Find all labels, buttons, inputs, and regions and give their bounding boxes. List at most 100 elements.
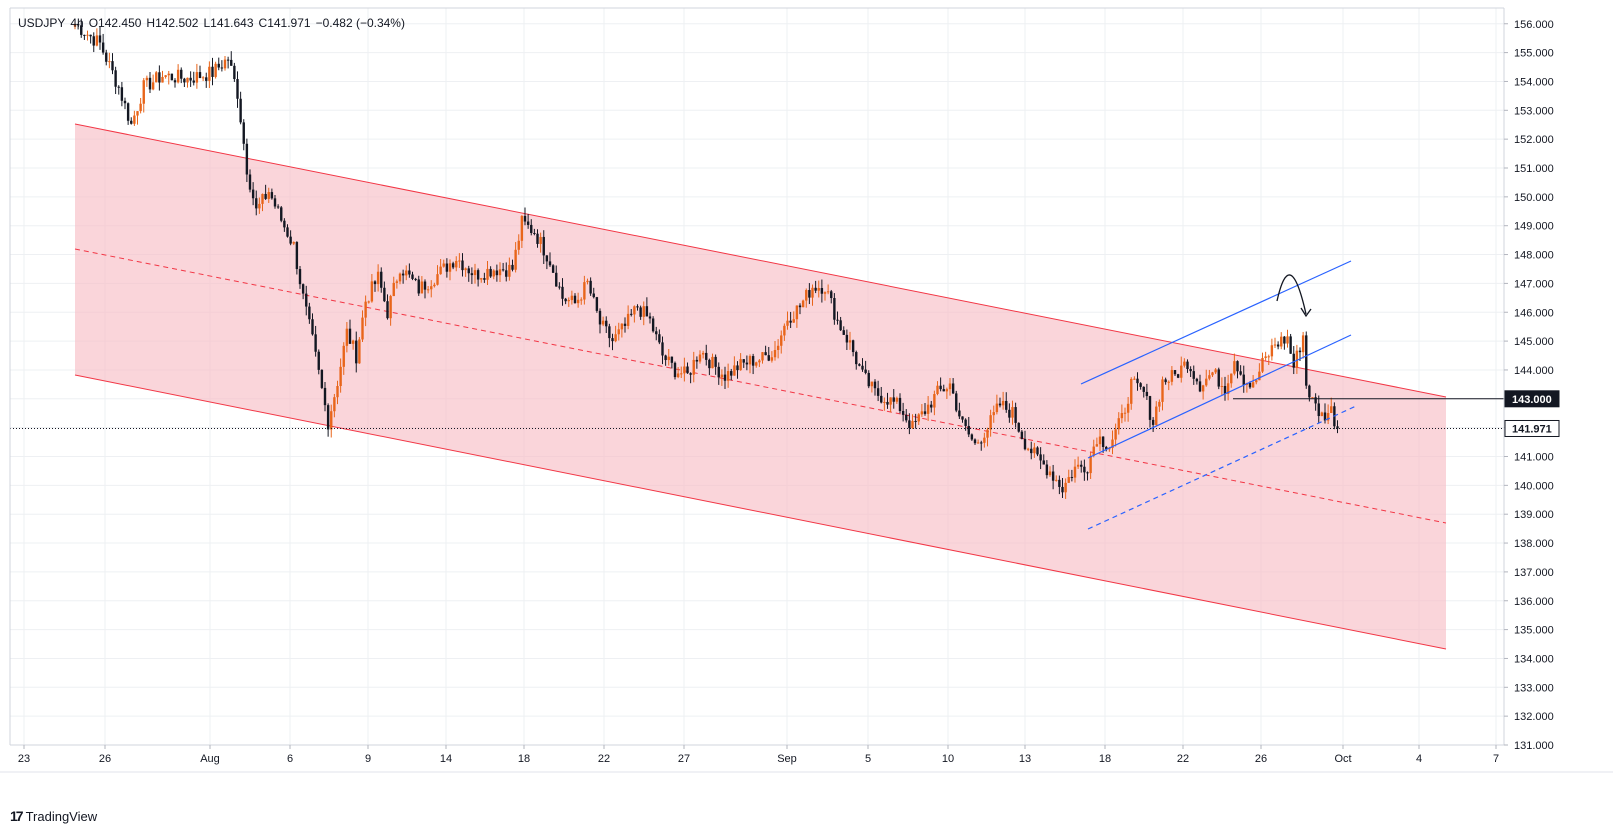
candle — [1192, 365, 1195, 385]
candle — [901, 402, 905, 422]
candle-body — [1264, 356, 1267, 358]
candle — [430, 280, 433, 298]
time-tick-label: Sep — [777, 753, 797, 765]
candle — [789, 311, 792, 329]
candle — [476, 268, 480, 287]
candle-body — [1255, 380, 1258, 383]
candle — [145, 75, 149, 87]
candle — [598, 308, 602, 334]
candle — [639, 305, 642, 320]
candle-body — [639, 307, 642, 317]
candle-body — [980, 442, 983, 444]
candle-body — [773, 349, 777, 358]
price-tick-label: 149.000 — [1514, 221, 1554, 233]
candle-body — [1020, 431, 1024, 439]
candle-body — [817, 288, 820, 291]
candle-body — [448, 263, 452, 272]
candle-body — [605, 320, 608, 327]
candle — [817, 280, 820, 298]
candle-body — [536, 233, 539, 244]
candle — [730, 368, 733, 381]
candle — [1120, 404, 1124, 424]
candle-body — [464, 268, 467, 271]
candle-body — [1111, 439, 1114, 449]
candle — [801, 299, 805, 308]
candle-body — [967, 425, 970, 435]
candle-body — [626, 313, 630, 326]
candle-body — [711, 356, 714, 369]
candle — [1117, 412, 1120, 435]
candle — [689, 372, 692, 384]
candle — [492, 269, 495, 280]
candle-body — [351, 340, 355, 344]
candle-body — [1067, 477, 1070, 483]
candle — [411, 271, 414, 281]
candle-body — [808, 290, 811, 298]
candle-body — [814, 287, 817, 291]
candle-body — [1036, 447, 1039, 455]
candle-body — [836, 319, 839, 321]
candle-body — [1164, 379, 1167, 383]
candle-body — [961, 416, 964, 420]
candle-body — [383, 287, 386, 302]
candle-body — [1267, 356, 1270, 358]
candle-body — [470, 273, 474, 276]
candle-body — [583, 282, 586, 300]
candle — [995, 394, 999, 415]
candle — [455, 256, 458, 272]
candle-body — [698, 354, 702, 362]
candle — [986, 427, 989, 447]
candle — [1180, 356, 1183, 383]
candle — [376, 264, 380, 292]
candle-body — [92, 36, 95, 46]
candle — [1011, 400, 1014, 425]
candle — [408, 263, 411, 278]
candle — [658, 329, 661, 345]
symbol-label[interactable]: USDJPY — [18, 16, 66, 30]
candle — [936, 381, 939, 396]
candle-body — [461, 260, 464, 271]
candle — [1214, 368, 1217, 375]
candle — [642, 301, 645, 326]
candle — [508, 257, 511, 281]
candle-body — [83, 34, 86, 36]
candle-body — [642, 306, 645, 317]
time-tick-label: 6 — [287, 753, 293, 765]
candle-body — [398, 273, 402, 282]
candle-body — [1205, 378, 1208, 386]
timeframe-label[interactable]: 4h — [70, 16, 84, 30]
candle — [983, 432, 986, 448]
candle — [1301, 331, 1305, 359]
candle — [692, 351, 695, 383]
candle-body — [1176, 374, 1180, 378]
candle — [442, 259, 445, 268]
candle — [1051, 464, 1055, 490]
candle — [1148, 395, 1152, 428]
tradingview-logo[interactable]: 17 TradingView — [10, 808, 97, 824]
candle-body — [395, 281, 399, 283]
candle — [1280, 332, 1283, 350]
candle-body — [1030, 448, 1033, 454]
candle — [1070, 469, 1074, 482]
candle-body — [1211, 372, 1214, 376]
candle — [139, 97, 142, 114]
price-tick-label: 137.000 — [1514, 567, 1554, 579]
candle-body — [723, 374, 727, 381]
candle-body — [298, 269, 302, 285]
candle-body — [414, 278, 417, 280]
candle — [670, 356, 674, 369]
candle — [339, 358, 342, 393]
candle — [805, 288, 808, 308]
candle — [686, 362, 689, 374]
candle-body — [180, 69, 183, 79]
candle — [551, 264, 555, 273]
candle-body — [117, 86, 120, 88]
price-tick-label: 145.000 — [1514, 336, 1554, 348]
candle — [708, 358, 711, 376]
candle — [505, 262, 508, 282]
candle-body — [530, 224, 533, 233]
candle — [836, 311, 839, 325]
candle-body — [276, 206, 280, 208]
